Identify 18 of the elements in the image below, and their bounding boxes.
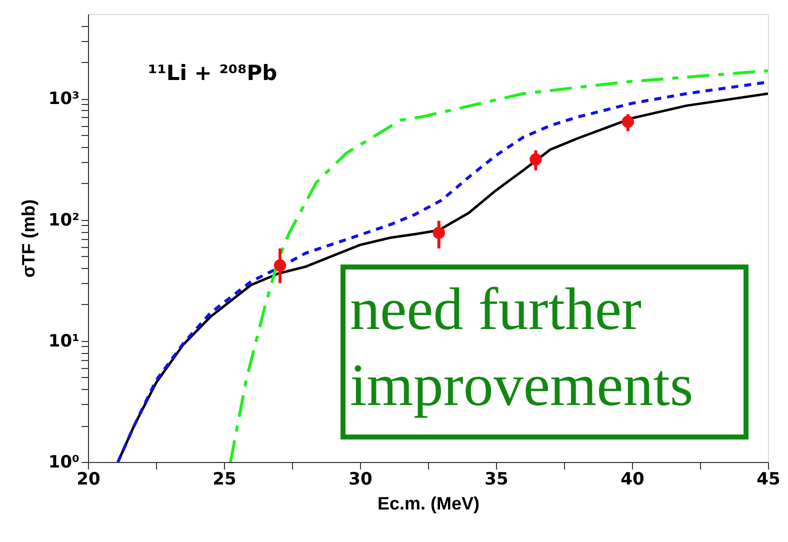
x-tick-label: 40 xyxy=(620,470,644,490)
x-tick-label: 30 xyxy=(348,470,372,490)
y-tick-label: 10³ xyxy=(48,89,80,110)
y-tick-label: 10¹ xyxy=(48,331,80,352)
y-axis-title: σTF (mb) xyxy=(18,199,38,278)
point xyxy=(530,153,542,166)
y-tick-label: 10⁰ xyxy=(48,452,80,472)
point xyxy=(274,259,286,272)
y-tick-label: 10² xyxy=(48,210,80,230)
x-tick-label: 35 xyxy=(484,470,508,490)
annotation: need further improvements xyxy=(350,276,694,418)
point xyxy=(432,226,446,239)
x-tick-label: 20 xyxy=(76,470,100,490)
annotation: ¹¹Li + ²⁰⁸Pb xyxy=(148,61,278,85)
x-tick-label: 25 xyxy=(212,470,236,490)
x-axis-title: Ec.m. (MeV) xyxy=(377,494,480,514)
x-tick-label: 45 xyxy=(756,470,780,490)
point xyxy=(622,116,634,128)
